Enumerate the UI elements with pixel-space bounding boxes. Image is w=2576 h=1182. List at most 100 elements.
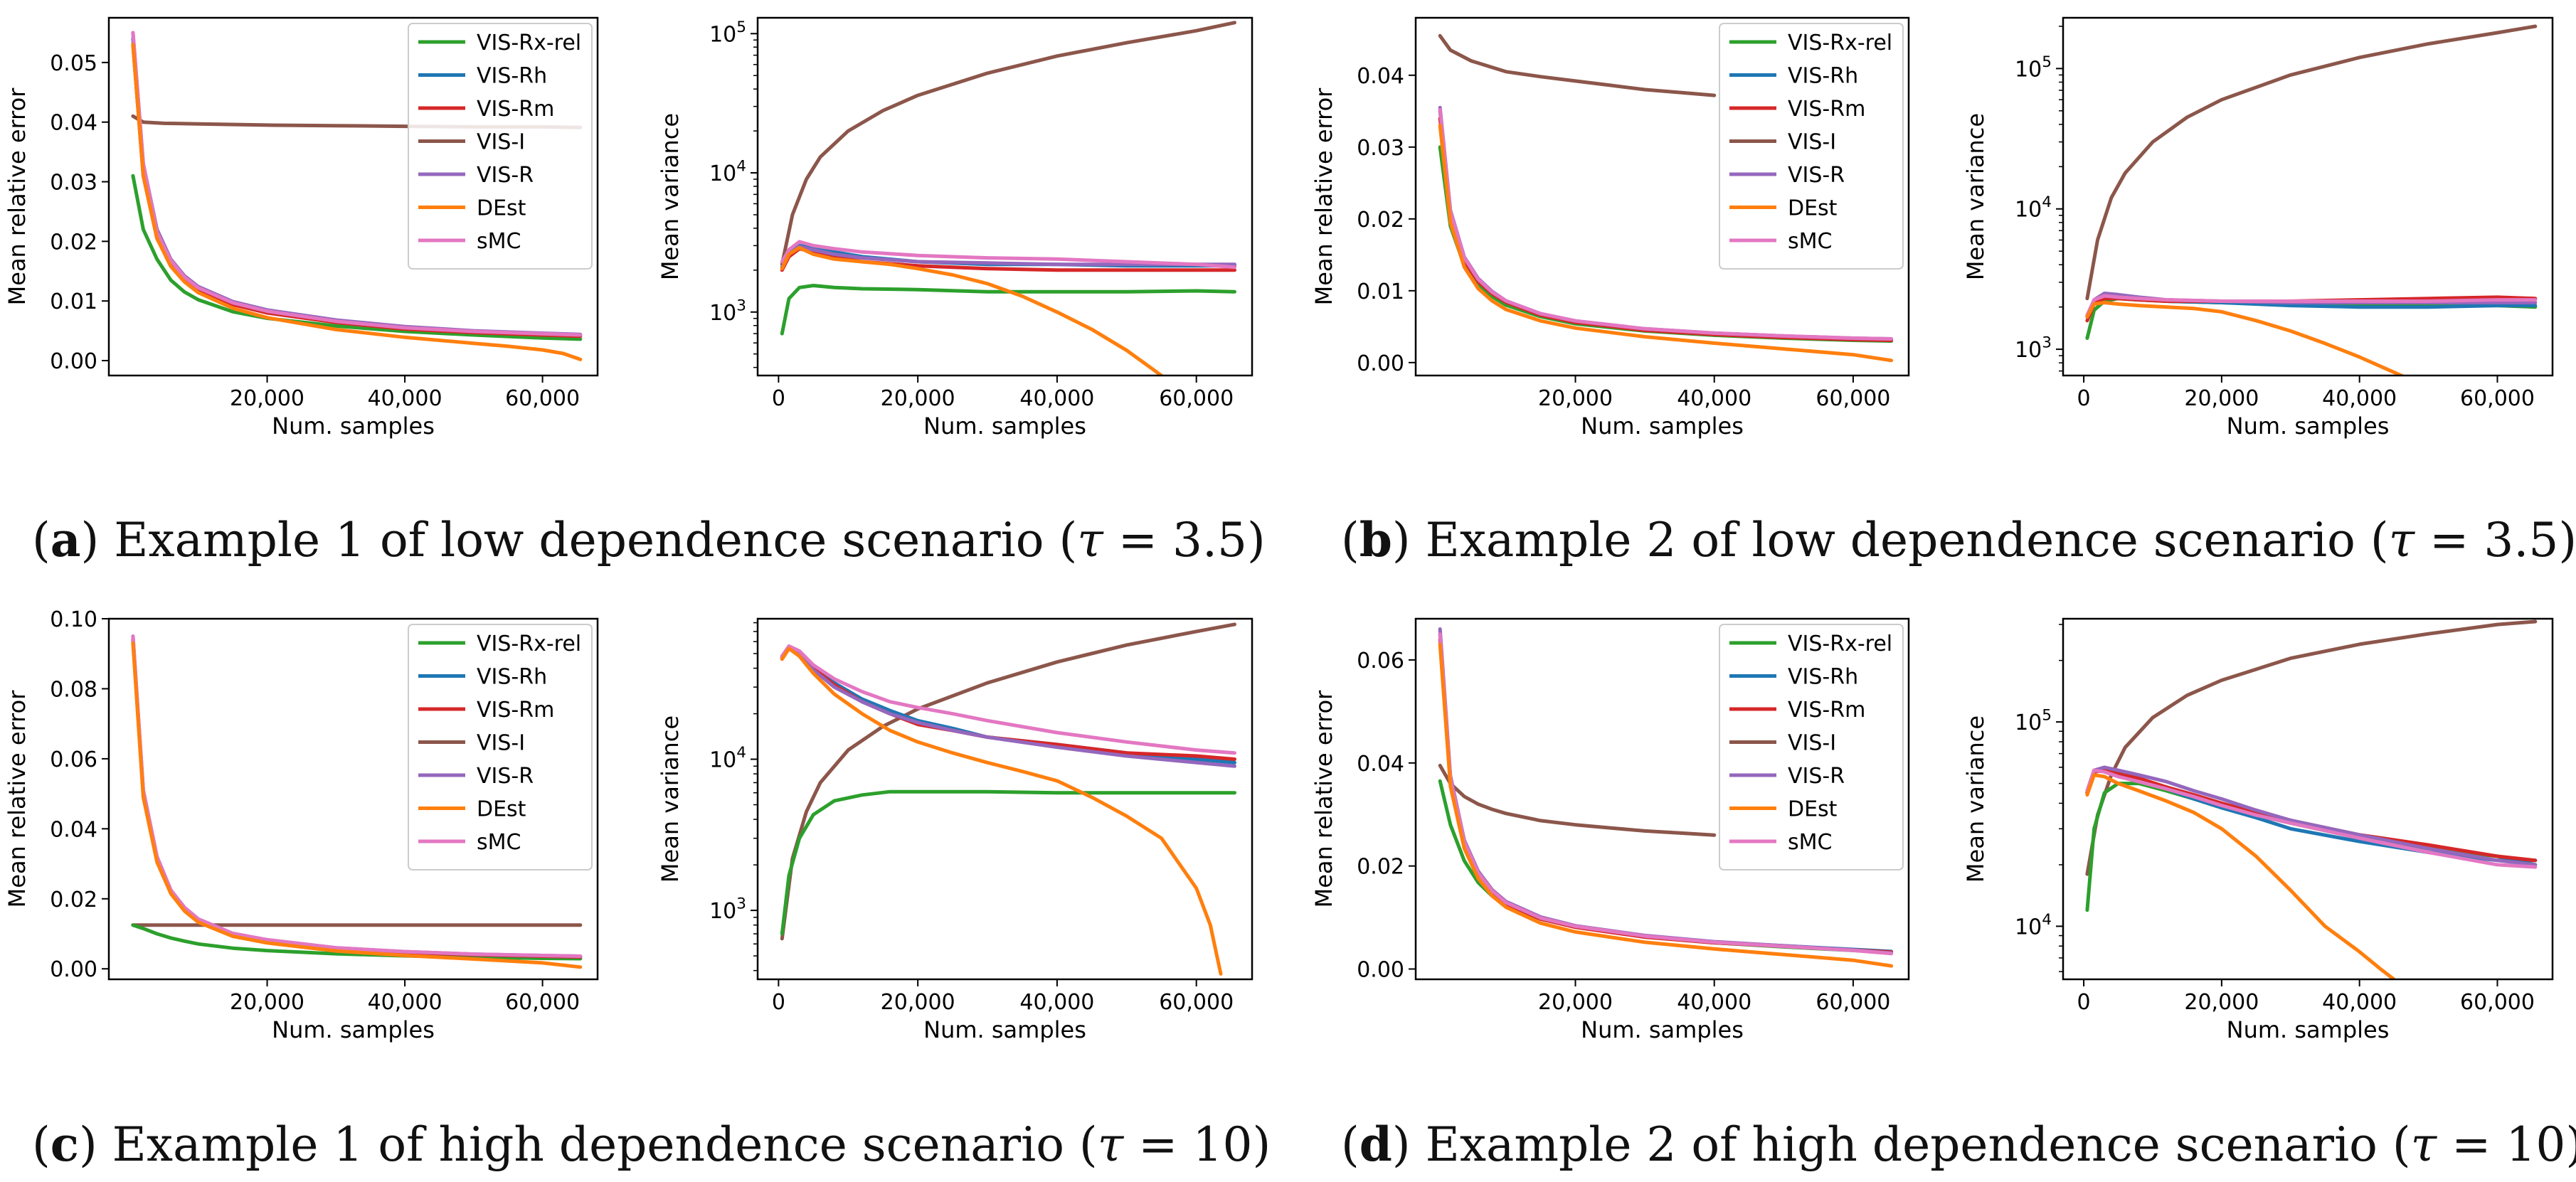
legend-label: VIS-Rh <box>477 64 547 89</box>
y-axis-label: Mean relative error <box>4 690 31 908</box>
x-axis-label: Num. samples <box>1581 1016 1744 1043</box>
series-line-vis-rx-rel <box>780 284 1236 336</box>
y-tick-label: 104 <box>709 158 746 187</box>
legend-label: DEst <box>477 797 526 822</box>
x-tick-label: 0 <box>2077 386 2091 411</box>
legend-label: sMC <box>1788 229 1832 254</box>
series-lines <box>2085 619 2538 979</box>
y-tick-label: 0.04 <box>1357 752 1404 777</box>
y-tick-label: 104 <box>2015 193 2052 223</box>
x-tick-label: 20,000 <box>230 386 304 411</box>
legend-label: VIS-I <box>477 731 525 756</box>
legend-label: VIS-Rm <box>1788 698 1865 723</box>
x-tick-label: 60,000 <box>505 386 580 411</box>
y-tick-label: 0.02 <box>1357 855 1404 880</box>
caption-d: (d) Example 2 of high dependence scenari… <box>1341 1117 2576 1172</box>
x-tick-label: 40,000 <box>1019 990 1094 1015</box>
series-lines <box>780 21 1236 376</box>
y-tick-label: 0.04 <box>50 817 97 842</box>
legend-label: VIS-I <box>1788 731 1836 756</box>
x-axis-label: Num. samples <box>272 1016 435 1043</box>
y-tick-label: 0.03 <box>1357 136 1404 161</box>
y-tick-label: 0.03 <box>50 171 97 196</box>
caption-b: (b) Example 2 of low dependence scenario… <box>1341 512 2576 568</box>
y-tick-label: 0.00 <box>50 957 97 982</box>
legend-label: DEst <box>1788 797 1838 822</box>
plot-frame <box>107 617 599 981</box>
chart-a-right: 0 20,000 40,000 60,000 103 104 105 Num. samples… <box>657 16 1253 440</box>
series-line-dest <box>1438 124 1894 363</box>
plot-frame <box>1414 16 1910 377</box>
chart-b-right: 0 20,000 40,000 60,000 103 104 105 Num. samples… <box>1962 16 2554 440</box>
y-tick-label: 103 <box>709 297 746 326</box>
legend: VIS-Rx-rel VIS-Rh VIS-Rm VIS-I VIS-R DEst sMC <box>1719 624 1904 870</box>
caption-a: (a) Example 1 of low dependence scenario… <box>32 512 1266 568</box>
series-line-vis-i <box>780 21 1236 267</box>
series-lines <box>131 634 583 969</box>
x-axis-label: Num. samples <box>923 412 1086 440</box>
series-line-vis-rx-rel <box>131 174 583 341</box>
y-tick-label: 0.10 <box>50 607 97 632</box>
y-tick-label: 0.06 <box>1357 649 1404 673</box>
legend-label: VIS-Rh <box>477 665 547 690</box>
y-tick-label: 103 <box>709 895 746 925</box>
plot-frame <box>2062 617 2554 981</box>
series-line-smc <box>2085 768 2538 869</box>
x-tick-label: 60,000 <box>1159 386 1234 411</box>
x-tick-label: 60,000 <box>2460 990 2535 1015</box>
y-axis-label: Mean variance <box>657 715 684 883</box>
x-axis-label: Num. samples <box>272 412 435 440</box>
y-tick-label: 0.02 <box>50 230 97 255</box>
y-axis-label: Mean variance <box>657 113 684 280</box>
legend-label: VIS-Rh <box>1788 665 1858 690</box>
x-tick-label: 20,000 <box>230 990 304 1015</box>
legend-label: DEst <box>1788 196 1838 221</box>
y-tick-label: 0.00 <box>1357 958 1404 983</box>
legend-label: VIS-Rx-rel <box>1788 31 1892 55</box>
legend-label: sMC <box>477 830 521 855</box>
x-tick-label: 60,000 <box>1159 990 1234 1015</box>
x-tick-label: 60,000 <box>1816 990 1890 1015</box>
series-line-vis-rx-rel <box>780 789 1236 936</box>
x-tick-label: 0 <box>2077 990 2091 1015</box>
x-tick-label: 60,000 <box>505 990 580 1015</box>
x-tick-label: 40,000 <box>1019 386 1094 411</box>
series-lines <box>1438 627 1894 968</box>
series-lines <box>131 31 583 361</box>
x-tick-label: 0 <box>772 386 785 411</box>
x-tick-label: 20,000 <box>1538 990 1613 1015</box>
y-tick-label: 0.06 <box>50 747 97 772</box>
y-tick-label: 105 <box>2015 707 2052 736</box>
y-tick-label: 0.08 <box>50 677 97 702</box>
plot-frame <box>756 617 1253 981</box>
legend-label: sMC <box>477 229 521 254</box>
series-line-dest <box>1438 642 1894 968</box>
series-line-dest <box>2085 773 2396 979</box>
y-tick-label: 0.00 <box>1357 351 1404 376</box>
legend-label: VIS-R <box>1788 163 1845 188</box>
x-tick-label: 40,000 <box>368 990 442 1015</box>
x-tick-label: 60,000 <box>1816 386 1890 411</box>
y-tick-label: 0.02 <box>50 888 97 912</box>
legend: VIS-Rx-rel VIS-Rh VIS-Rm VIS-I VIS-R DEst sMC <box>408 23 593 270</box>
series-line-dest <box>780 245 1165 376</box>
y-tick-label: 0.01 <box>1357 279 1404 304</box>
series-line-smc <box>2085 294 2538 317</box>
y-tick-label: 0.05 <box>50 51 97 76</box>
y-axis-label: Mean relative error <box>1310 87 1337 306</box>
x-tick-label: 20,000 <box>881 990 955 1015</box>
legend-label: VIS-R <box>477 764 534 789</box>
series-line-dest <box>131 641 583 969</box>
x-axis-label: Num. samples <box>2227 412 2390 440</box>
series-line-vis-rm <box>2085 768 2538 863</box>
y-axis-label: Mean relative error <box>1310 690 1337 908</box>
series-lines <box>2085 24 2538 376</box>
legend-label: VIS-Rm <box>1788 97 1865 122</box>
y-axis-label: Mean variance <box>1962 113 1989 280</box>
caption-c: (c) Example 1 of high dependence scenari… <box>32 1117 1271 1172</box>
x-tick-label: 40,000 <box>1677 990 1751 1015</box>
y-axis-label: Mean variance <box>1962 715 1989 883</box>
legend-label: VIS-Rh <box>1788 64 1858 89</box>
chart-b-left: 20,000 40,000 60,000 0.00 0.01 0.02 0.03 0.04 Nu… <box>1310 16 1910 440</box>
series-line-dest <box>780 646 1223 976</box>
